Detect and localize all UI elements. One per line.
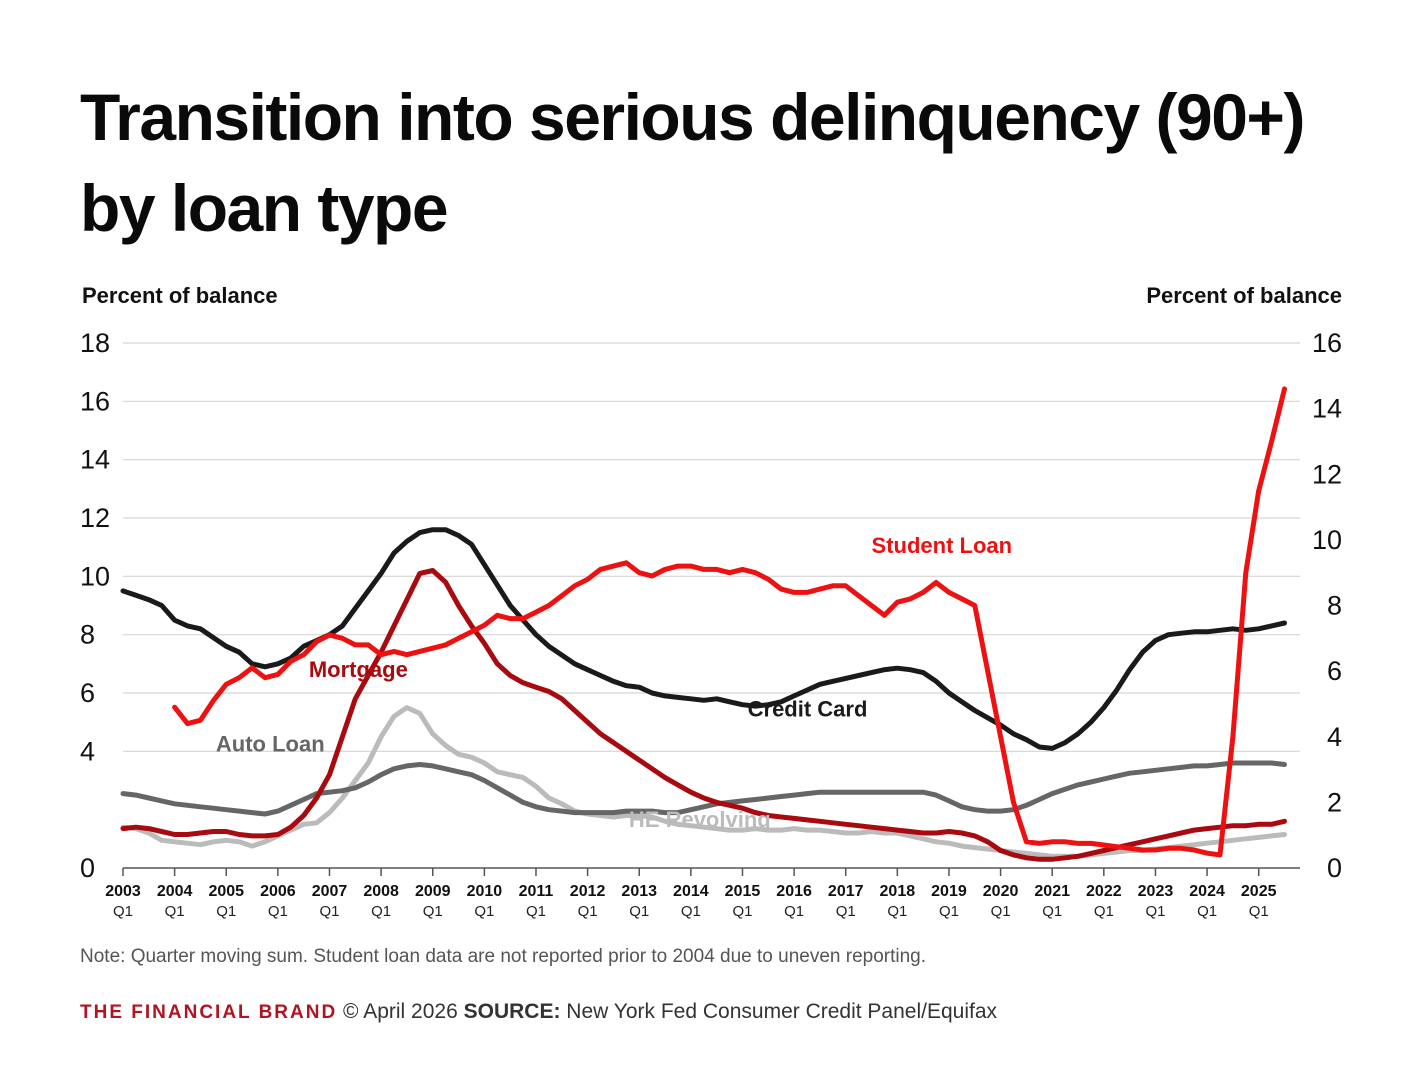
x-tick-quarter: Q1 (474, 903, 494, 920)
right-tick-label: 10 (1312, 525, 1342, 555)
x-tick-year: 2018 (880, 883, 916, 900)
left-axis-ticks: 0 4 6 8 10 12 14 16 18 (80, 328, 110, 883)
left-axis-label: Percent of balance (82, 283, 278, 308)
source-label: SOURCE: (463, 1000, 561, 1023)
x-tick-year: 2004 (157, 883, 193, 900)
x-tick-year: 2011 (519, 883, 554, 900)
x-tick-year: 2016 (776, 883, 812, 900)
x-axis-ticks: 2003 Q1 2004 Q1 2005 Q1 2006 Q1 2007 Q1 2008 Q1 2009… (105, 868, 1277, 920)
brand-logo-text: THE FINANCIAL BRAND (80, 1002, 338, 1023)
series-label-mortgage: Mortgage (309, 657, 408, 682)
x-tick-year: 2003 (105, 883, 141, 900)
x-tick-year: 2014 (673, 883, 709, 900)
right-tick-label: 14 (1312, 394, 1342, 424)
x-tick-quarter: Q1 (371, 903, 391, 920)
x-tick-year: 2024 (1189, 883, 1225, 900)
series-labels: Student Loan Mortgage Credit Card Auto Loan… (216, 533, 1012, 832)
series-label-student-loan: Student Loan (872, 533, 1013, 558)
right-tick-label: 0 (1327, 853, 1342, 883)
series-line-he-revolving (120, 705, 1287, 859)
right-tick-label: 12 (1312, 459, 1342, 489)
x-tick-quarter: Q1 (836, 903, 856, 920)
series-line-credit-card (120, 527, 1287, 751)
x-tick-quarter: Q1 (784, 903, 804, 920)
right-tick-label: 8 (1327, 591, 1342, 621)
x-tick-year: 2025 (1241, 883, 1277, 900)
x-tick-year: 2010 (467, 883, 503, 900)
x-tick-year: 2015 (725, 883, 761, 900)
left-tick-label: 16 (80, 386, 110, 416)
series-label-credit-card: Credit Card (748, 696, 868, 721)
x-tick-quarter: Q1 (1042, 903, 1062, 920)
x-tick-year: 2020 (983, 883, 1019, 900)
x-tick-quarter: Q1 (1197, 903, 1217, 920)
x-tick-year: 2008 (363, 883, 399, 900)
x-tick-year: 2009 (415, 883, 451, 900)
x-tick-quarter: Q1 (991, 903, 1011, 920)
series-lines (120, 386, 1287, 862)
left-tick-label: 12 (80, 503, 110, 533)
x-tick-quarter: Q1 (1249, 903, 1269, 920)
x-tick-year: 2023 (1138, 883, 1174, 900)
x-tick-year: 2022 (1086, 883, 1122, 900)
x-tick-quarter: Q1 (939, 903, 959, 920)
x-tick-year: 2007 (312, 883, 348, 900)
x-tick-quarter: Q1 (629, 903, 649, 920)
gridlines (123, 342, 1300, 869)
x-tick-quarter: Q1 (887, 903, 907, 920)
left-tick-label: 0 (80, 853, 95, 883)
x-tick-year: 2019 (931, 883, 967, 900)
series-label-he-revolving: HE Revolving (629, 807, 771, 832)
x-tick-year: 2006 (260, 883, 296, 900)
x-tick-quarter: Q1 (526, 903, 546, 920)
right-axis-label: Percent of balance (1146, 283, 1342, 308)
series-line-student-loan (172, 386, 1287, 858)
x-tick-year: 2021 (1034, 883, 1070, 900)
source-text: New York Fed Consumer Credit Panel/Equif… (566, 1000, 998, 1023)
x-tick-quarter: Q1 (268, 903, 288, 920)
x-tick-year: 2005 (208, 883, 244, 900)
left-tick-label: 18 (80, 328, 110, 358)
copyright-date: © April 2026 (343, 1000, 458, 1023)
left-tick-label: 8 (80, 620, 95, 650)
right-tick-label: 16 (1312, 328, 1342, 358)
x-tick-quarter: Q1 (113, 903, 133, 920)
left-tick-label: 10 (80, 561, 110, 591)
right-axis-ticks: 0 2 4 6 8 10 12 14 16 (1312, 328, 1342, 883)
x-tick-quarter: Q1 (1145, 903, 1165, 920)
right-tick-label: 2 (1327, 787, 1342, 817)
footnote: Note: Quarter moving sum. Student loan d… (80, 946, 927, 967)
x-tick-quarter: Q1 (578, 903, 598, 920)
x-tick-quarter: Q1 (423, 903, 443, 920)
x-tick-quarter: Q1 (681, 903, 701, 920)
right-tick-label: 6 (1327, 656, 1342, 686)
right-tick-label: 4 (1327, 722, 1342, 752)
series-label-auto-loan: Auto Loan (216, 731, 325, 756)
left-tick-label: 14 (80, 445, 110, 475)
series-line-mortgage (120, 568, 1287, 862)
x-tick-year: 2013 (621, 883, 657, 900)
left-tick-label: 4 (80, 736, 95, 766)
x-tick-year: 2017 (828, 883, 864, 900)
chart-title: Transition into serious delinquency (90+… (80, 80, 1305, 245)
x-tick-quarter: Q1 (732, 903, 752, 920)
footer: THE FINANCIAL BRAND © April 2026 SOURCE:… (80, 1000, 997, 1024)
left-tick-label: 6 (80, 678, 95, 708)
x-tick-year: 2012 (570, 883, 606, 900)
x-tick-quarter: Q1 (319, 903, 339, 920)
x-tick-quarter: Q1 (1094, 903, 1114, 920)
x-tick-quarter: Q1 (165, 903, 185, 920)
x-tick-quarter: Q1 (216, 903, 236, 920)
